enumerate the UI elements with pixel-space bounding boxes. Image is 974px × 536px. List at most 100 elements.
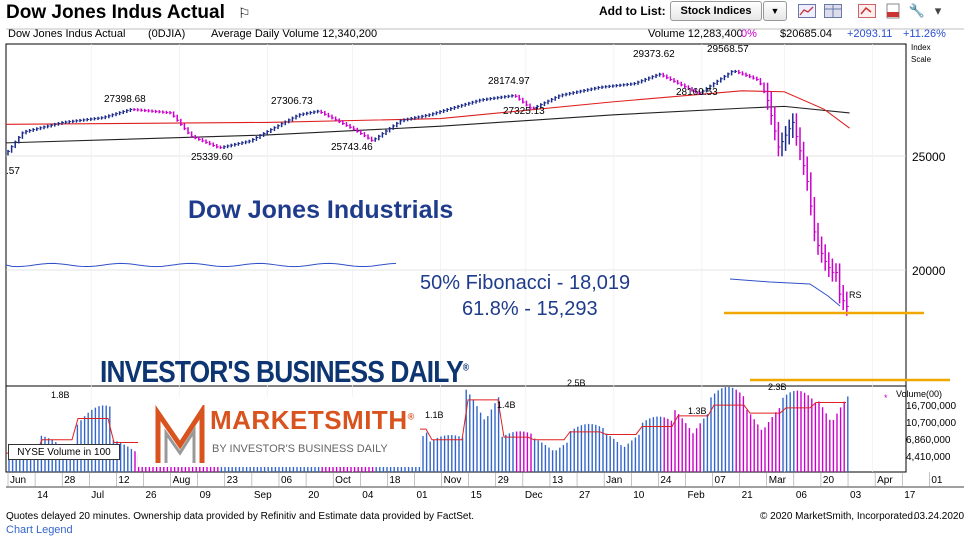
info-bar: Dow Jones Indus Actual (0DJIA) Average D…: [6, 28, 962, 42]
price-label: 27306.73: [271, 96, 313, 107]
dropdown-arrow-icon[interactable]: ▼: [763, 1, 787, 21]
date-label: 06: [281, 475, 293, 486]
date-label: Aug: [173, 475, 191, 486]
price-label: 29373.62: [633, 49, 675, 60]
price-axis-tick: 20000: [912, 264, 946, 278]
price-bars: [7, 69, 950, 382]
footer-disclaimer: Quotes delayed 20 minutes. Ownership dat…: [6, 511, 475, 522]
date-label: 21: [742, 490, 754, 501]
date-label: 24: [660, 475, 672, 486]
marketsmith-mark-icon: [155, 405, 205, 463]
price-axis-cutoff-label: .57: [6, 166, 20, 177]
axis-labels: .57 25000 20000 * Volume(00) 16,700,000 10,700…: [6, 150, 956, 501]
volume-bars: [6, 386, 849, 472]
date-label: 27: [579, 490, 591, 501]
date-label: 01: [416, 490, 428, 501]
date-label: 15: [471, 490, 483, 501]
nyse-volume-label: NYSE Volume in 100: [8, 444, 120, 460]
date-label: 17: [904, 490, 916, 501]
ma-50-line: [5, 90, 850, 129]
date-label: 14: [37, 490, 49, 501]
share-icon[interactable]: [857, 2, 877, 19]
date-label: Sep: [254, 490, 272, 501]
price-label: 28169.53: [676, 87, 718, 98]
volume-marker-icon: *: [884, 393, 888, 403]
avg-volume: Average Daily Volume 12,340,200: [211, 28, 378, 40]
volume-label: 1.8B: [51, 390, 70, 400]
price-label: 27398.68: [104, 94, 146, 105]
scale-label: Scale: [911, 55, 932, 64]
change-value: +2093.11: [847, 28, 893, 40]
date-label: Feb: [687, 490, 705, 501]
chart-legend-link[interactable]: Chart Legend: [6, 524, 73, 536]
change-pct: +11.26%: [903, 28, 946, 40]
ibd-logo: INVESTOR'S BUSINESS DAILY®: [100, 354, 469, 389]
footer-date: 03.24.2020: [914, 511, 965, 522]
marketsmith-subtitle: BY INVESTOR'S BUSINESS DAILY: [212, 443, 388, 455]
date-label: 26: [145, 490, 157, 501]
date-label: 12: [118, 475, 130, 486]
volume-pct: 0%: [741, 28, 757, 40]
volume-axis-tick: 4,410,000: [906, 452, 951, 463]
date-label: Oct: [335, 475, 351, 486]
date-label: 20: [823, 475, 835, 486]
date-label: 20: [308, 490, 320, 501]
date-label: Nov: [444, 475, 462, 486]
date-label: Mar: [769, 475, 787, 486]
date-label: 29: [498, 475, 510, 486]
volume-label: 2.3B: [768, 382, 787, 392]
symbol-name: Dow Jones Indus Actual: [8, 28, 126, 40]
fib-annotation-618: 61.8% - 15,293: [462, 298, 598, 320]
rs-line: [5, 262, 397, 268]
price-labels: 27398.68 27306.73 28174.97 29373.62 29568.57…: [51, 44, 787, 420]
add-to-list-label: Add to List:: [599, 4, 666, 18]
symbol-code: (0DJIA): [148, 28, 186, 40]
date-label: Jun: [10, 475, 26, 486]
chart-headline: Dow Jones Industrials: [188, 196, 454, 224]
chart-icon[interactable]: [797, 2, 817, 19]
volume-label: 2.5B: [567, 378, 586, 388]
price-value: $20685.04: [780, 28, 832, 40]
price-axis-tick: 25000: [912, 150, 946, 164]
rs-label: RS: [849, 290, 862, 300]
volume-axis-tick: 16,700,000: [906, 401, 956, 412]
pdf-icon[interactable]: [883, 2, 903, 19]
date-label: 07: [715, 475, 727, 486]
chart-grid: [6, 44, 906, 472]
date-label: 09: [200, 490, 212, 501]
price-label: 25743.46: [331, 142, 373, 153]
fib-annotation-50: 50% Fibonacci - 18,019: [420, 272, 631, 294]
volume-label: 1.1B: [425, 410, 444, 420]
ma-200-line: [5, 105, 850, 144]
date-label: Jan: [606, 475, 622, 486]
date-label: 04: [362, 490, 374, 501]
volume-axis-title: Volume(00): [896, 389, 942, 399]
settings-icon[interactable]: 🔧: [908, 2, 926, 18]
price-label: 25339.60: [191, 152, 233, 163]
volume-value: Volume 12,283,400: [648, 28, 743, 40]
price-label: 28174.97: [488, 76, 530, 87]
marketsmith-logo-box: [138, 397, 420, 467]
date-label: 03: [850, 490, 862, 501]
index-label: Index: [911, 43, 931, 52]
date-label: 10: [633, 490, 645, 501]
volume-label: 1.3B: [688, 406, 707, 416]
page-title: Dow Jones Indus Actual: [6, 2, 225, 23]
marketsmith-name: MARKETSMITH®: [210, 405, 415, 435]
footer-copyright: © 2020 MarketSmith, Incorporated.: [760, 511, 916, 522]
volume-label: 1.4B: [497, 400, 516, 410]
list-select[interactable]: Stock Indices: [670, 1, 762, 21]
date-label: 01: [931, 475, 943, 486]
date-label: 28: [64, 475, 76, 486]
price-label: 29568.57: [707, 44, 749, 55]
grid-icon[interactable]: [823, 2, 843, 19]
price-label: 27325.13: [503, 106, 545, 117]
volume-axis-tick: 10,700,000: [906, 418, 956, 429]
volume-axis-tick: 6,860,000: [906, 435, 951, 446]
collapse-icon[interactable]: ▾: [934, 2, 942, 18]
date-label: 06: [796, 490, 808, 501]
date-label: 13: [552, 475, 564, 486]
flag-icon[interactable]: ⚐: [238, 5, 251, 21]
rs-line: [729, 278, 841, 307]
date-label: 23: [227, 475, 239, 486]
